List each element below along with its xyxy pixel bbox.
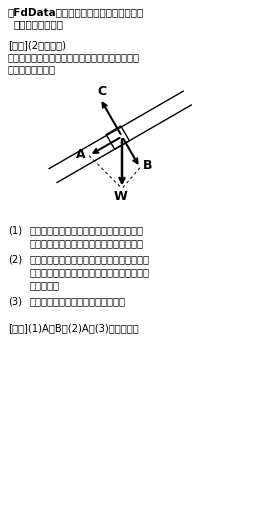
Text: (1): (1) (8, 225, 22, 235)
Text: B: B (143, 159, 153, 172)
Text: 斜面の角度が大きくなると，大きさが大きく: 斜面の角度が大きくなると，大きさが大きく (30, 254, 150, 264)
Text: [解答](1)A，B　(2)A　(3)　垂直抗力: [解答](1)A，B (2)A (3) 垂直抗力 (8, 323, 139, 333)
Text: (3): (3) (8, 296, 22, 306)
Text: W: W (114, 190, 128, 203)
Text: C: C (98, 85, 107, 98)
Text: ちのどれか。すべて選んで記号で答えよ。: ちのどれか。すべて選んで記号で答えよ。 (30, 238, 144, 248)
Text: 図のＣで示される力を何というか。: 図のＣで示される力を何というか。 (30, 296, 126, 306)
Text: 力を示している。: 力を示している。 (8, 64, 56, 74)
Text: 物体にはたらく重力Ｗの分力はＡ～Ｃのう: 物体にはたらく重力Ｗの分力はＡ～Ｃのう (30, 225, 144, 235)
Text: [問題](2学期期末): [問題](2学期期末) (8, 40, 66, 50)
Text: A: A (76, 148, 86, 161)
Text: (2): (2) (8, 254, 22, 264)
Text: ［斜面上の物体］: ［斜面上の物体］ (13, 19, 63, 29)
Text: で答えよ。: で答えよ。 (30, 280, 60, 290)
Text: 【FdData中間期末：中学理科３年：力】: 【FdData中間期末：中学理科３年：力】 (8, 7, 144, 17)
Text: 次の図は，摩擦のない斜面上の物体にはたらく: 次の図は，摩擦のない斜面上の物体にはたらく (8, 52, 140, 62)
Text: なる力はどれか。Ａ～Ｃから１つ選んで記号: なる力はどれか。Ａ～Ｃから１つ選んで記号 (30, 267, 150, 277)
